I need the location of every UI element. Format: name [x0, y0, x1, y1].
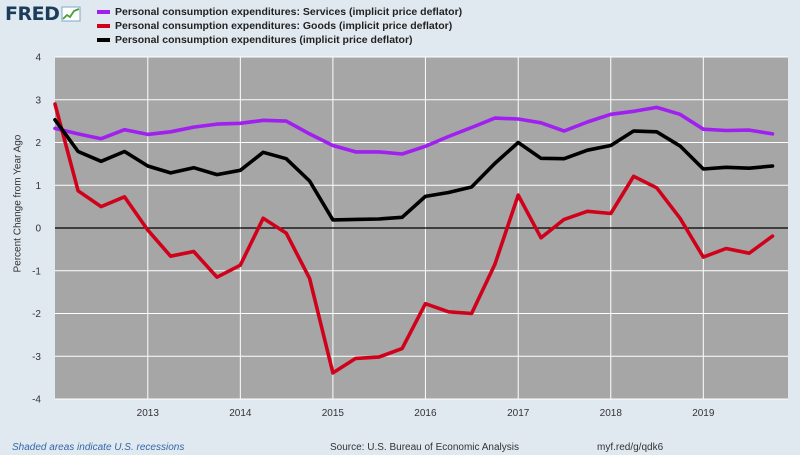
series-line-pce — [53, 118, 775, 222]
fred-logo-text: FRED — [5, 3, 60, 25]
y-tick-label: 2 — [35, 138, 41, 149]
chart-header: FRED Personal consumption expenditures: … — [0, 0, 800, 50]
series-line-goods — [53, 102, 775, 375]
y-tick-label: 1 — [35, 181, 41, 192]
y-tick-label: 0 — [35, 224, 41, 235]
chart-short-url[interactable]: myf.red/g/qdk6 — [597, 442, 664, 453]
legend-item-services[interactable]: Personal consumption expenditures: Servi… — [97, 5, 462, 19]
recession-note: Shaded areas indicate U.S. recessions — [12, 442, 185, 453]
legend-label-goods: Personal consumption expenditures: Goods… — [115, 20, 453, 32]
x-tick-label: 2015 — [322, 408, 345, 419]
y-tick-label: -2 — [32, 309, 41, 320]
y-tick-label: 4 — [35, 53, 41, 64]
x-tick-label: 2013 — [137, 408, 160, 419]
legend-label-pce: Personal consumption expenditures (impli… — [115, 34, 413, 46]
y-tick-label: 3 — [35, 95, 41, 106]
x-tick-label: 2017 — [507, 408, 530, 419]
y-tick-label: -3 — [32, 352, 41, 363]
x-tick-label: 2016 — [414, 408, 437, 419]
legend-item-goods[interactable]: Personal consumption expenditures: Goods… — [97, 19, 462, 33]
legend-item-pce[interactable]: Personal consumption expenditures (impli… — [97, 33, 462, 47]
legend-swatch-goods — [97, 24, 110, 28]
legend-swatch-pce — [97, 38, 110, 42]
legend-label-services: Personal consumption expenditures: Servi… — [115, 6, 463, 18]
source-note: Source: U.S. Bureau of Economic Analysis — [330, 442, 519, 453]
legend-swatch-services — [97, 10, 110, 14]
series-line-services — [53, 105, 775, 156]
x-tick-label: 2014 — [229, 408, 252, 419]
chart-legend: Personal consumption expenditures: Servi… — [97, 5, 462, 47]
x-tick-label: 2018 — [600, 408, 623, 419]
fred-logo[interactable]: FRED — [5, 3, 81, 25]
y-tick-label: -4 — [32, 395, 41, 406]
x-tick-label: 2019 — [692, 408, 715, 419]
chart-line-icon — [61, 6, 81, 22]
y-tick-label: -1 — [32, 266, 41, 277]
line-chart: 4 3 2 1 0 -1 -2 -3 -4 2013 2014 2015 2016 2017 2018 201… — [32, 53, 788, 419]
